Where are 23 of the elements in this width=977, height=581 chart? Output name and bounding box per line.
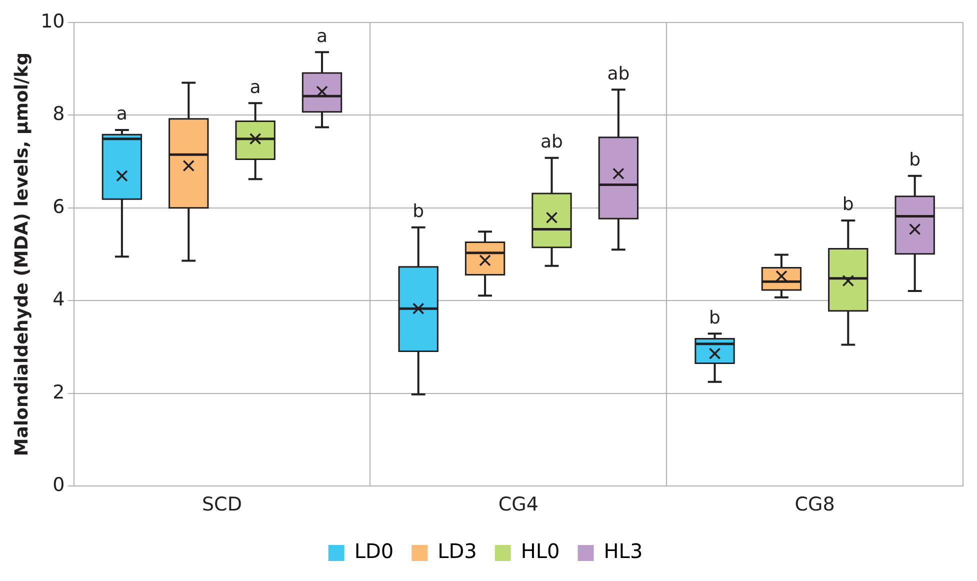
legend-label: LD3	[438, 539, 477, 564]
y-tick-label: 2	[52, 381, 65, 404]
y-tick-label: 6	[52, 196, 65, 218]
y-tick-label: 8	[52, 103, 65, 126]
y-tick-label: 10	[40, 10, 65, 32]
text: b	[709, 307, 720, 328]
y-axis-title: Malondialdehyde (MDA) levels, µmol/kg	[11, 52, 32, 456]
legend-label: LD0	[354, 539, 394, 564]
y-tick-label: 0	[52, 474, 65, 496]
x-tick-label: SCD	[202, 494, 242, 516]
x-tick-label: CG4	[498, 494, 538, 516]
x-tick-label: CG8	[794, 494, 835, 516]
text: b	[842, 194, 854, 216]
text: b	[412, 201, 424, 222]
y-tick-label: 4	[52, 288, 65, 311]
text: a	[250, 76, 261, 98]
text: a	[316, 26, 328, 47]
legend-label: HL3	[604, 539, 643, 564]
text: ab	[607, 63, 630, 84]
text: b	[909, 150, 921, 171]
text: ab	[540, 132, 563, 152]
text: a	[116, 104, 128, 125]
legend-label: HL0	[520, 539, 560, 564]
